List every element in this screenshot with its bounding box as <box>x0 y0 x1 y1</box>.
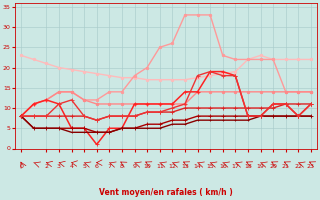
X-axis label: Vent moyen/en rafales ( km/h ): Vent moyen/en rafales ( km/h ) <box>99 188 233 197</box>
